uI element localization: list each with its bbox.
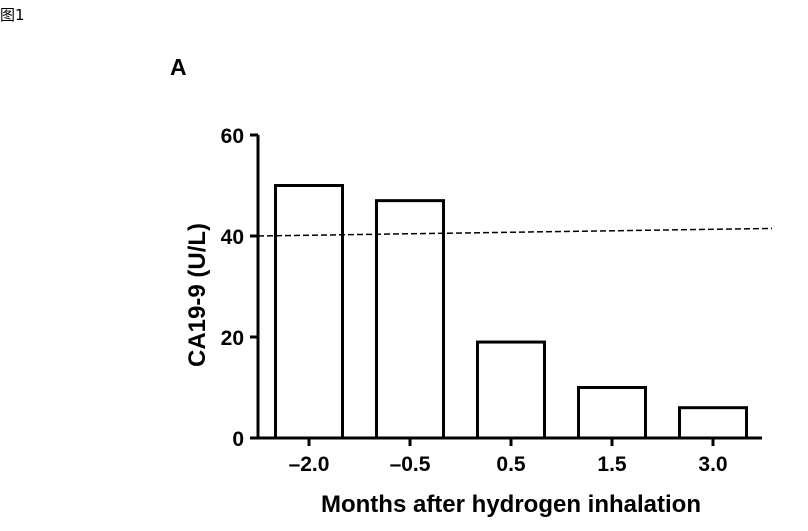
x-tick-label: –2.0 (289, 453, 330, 476)
bar-4 (678, 406, 748, 440)
x-tick-label: 0.5 (496, 453, 526, 476)
y-axis-title: CA19-9 (U/L) (184, 223, 211, 367)
bar-3 (577, 386, 647, 440)
panel-label: A (170, 54, 187, 80)
bar-2 (476, 340, 546, 440)
x-ticks: –2.0 –0.5 0.5 1.5 3.0 (289, 438, 728, 476)
figure-caption: 图1 (0, 6, 25, 24)
y-tick-label: 20 (221, 327, 244, 350)
x-tick-label: –0.5 (390, 453, 431, 476)
y-tick-label: 60 (221, 125, 244, 148)
x-tick-label: 3.0 (698, 453, 727, 476)
y-tick-label: 40 (221, 226, 244, 249)
y-tick-label: 0 (232, 428, 244, 451)
bar-1 (375, 199, 445, 440)
x-axis-title: Months after hydrogen inhalation (321, 491, 701, 518)
bar-0 (274, 184, 344, 440)
x-tick-label: 1.5 (597, 453, 627, 476)
y-ticks: 0 20 40 60 (221, 125, 258, 451)
reference-dashed-line (257, 227, 773, 237)
bars-layer (274, 184, 748, 440)
